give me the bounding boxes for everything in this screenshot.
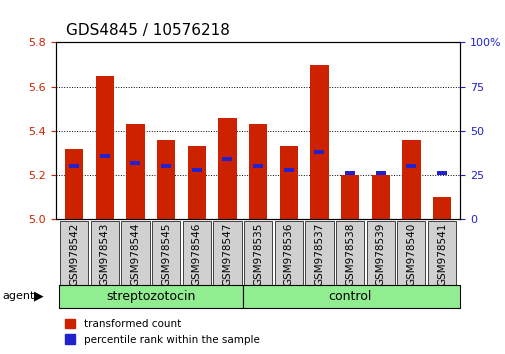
Bar — [283, 168, 293, 172]
Bar — [375, 171, 385, 176]
FancyBboxPatch shape — [121, 221, 149, 285]
Text: GSM978543: GSM978543 — [99, 222, 110, 286]
Bar — [69, 164, 79, 169]
Text: GSM978545: GSM978545 — [161, 222, 171, 286]
Bar — [157, 140, 175, 219]
Text: GSM978537: GSM978537 — [314, 222, 324, 286]
FancyBboxPatch shape — [366, 221, 394, 285]
FancyBboxPatch shape — [152, 221, 180, 285]
Bar — [314, 150, 324, 154]
Text: agent: agent — [3, 291, 35, 301]
FancyBboxPatch shape — [59, 285, 242, 308]
Bar — [222, 157, 232, 161]
Bar — [161, 164, 171, 169]
Text: GSM978540: GSM978540 — [406, 222, 416, 286]
Bar — [191, 168, 201, 172]
FancyBboxPatch shape — [396, 221, 425, 285]
FancyBboxPatch shape — [213, 221, 241, 285]
Legend: transformed count, percentile rank within the sample: transformed count, percentile rank withi… — [61, 315, 263, 349]
Text: GSM978538: GSM978538 — [344, 222, 355, 286]
Text: GSM978547: GSM978547 — [222, 222, 232, 286]
FancyBboxPatch shape — [274, 221, 302, 285]
Bar — [436, 171, 446, 176]
Bar — [279, 147, 297, 219]
FancyBboxPatch shape — [242, 285, 460, 308]
Bar — [252, 164, 263, 169]
FancyBboxPatch shape — [60, 221, 88, 285]
FancyBboxPatch shape — [90, 221, 119, 285]
Text: GSM978539: GSM978539 — [375, 222, 385, 286]
Bar — [344, 171, 355, 176]
FancyBboxPatch shape — [182, 221, 211, 285]
Text: GSM978536: GSM978536 — [283, 222, 293, 286]
FancyBboxPatch shape — [335, 221, 364, 285]
Text: GSM978544: GSM978544 — [130, 222, 140, 286]
Bar — [371, 175, 389, 219]
Bar — [218, 118, 236, 219]
Bar — [406, 164, 416, 169]
FancyBboxPatch shape — [243, 221, 272, 285]
Text: control: control — [328, 290, 371, 303]
Text: GSM978541: GSM978541 — [436, 222, 446, 286]
Text: GSM978535: GSM978535 — [252, 222, 263, 286]
Bar — [95, 76, 114, 219]
Text: ▶: ▶ — [34, 290, 44, 303]
Bar — [401, 140, 420, 219]
Bar — [187, 147, 206, 219]
Bar — [340, 175, 359, 219]
Bar — [130, 161, 140, 165]
Text: GSM978546: GSM978546 — [191, 222, 201, 286]
Text: GDS4845 / 10576218: GDS4845 / 10576218 — [66, 23, 229, 38]
Text: GSM978542: GSM978542 — [69, 222, 79, 286]
FancyBboxPatch shape — [427, 221, 456, 285]
Bar — [248, 124, 267, 219]
Bar — [126, 124, 144, 219]
FancyBboxPatch shape — [305, 221, 333, 285]
Bar — [310, 65, 328, 219]
Bar — [99, 154, 110, 158]
Text: streptozotocin: streptozotocin — [106, 290, 195, 303]
Bar — [65, 149, 83, 219]
Bar — [432, 198, 450, 219]
